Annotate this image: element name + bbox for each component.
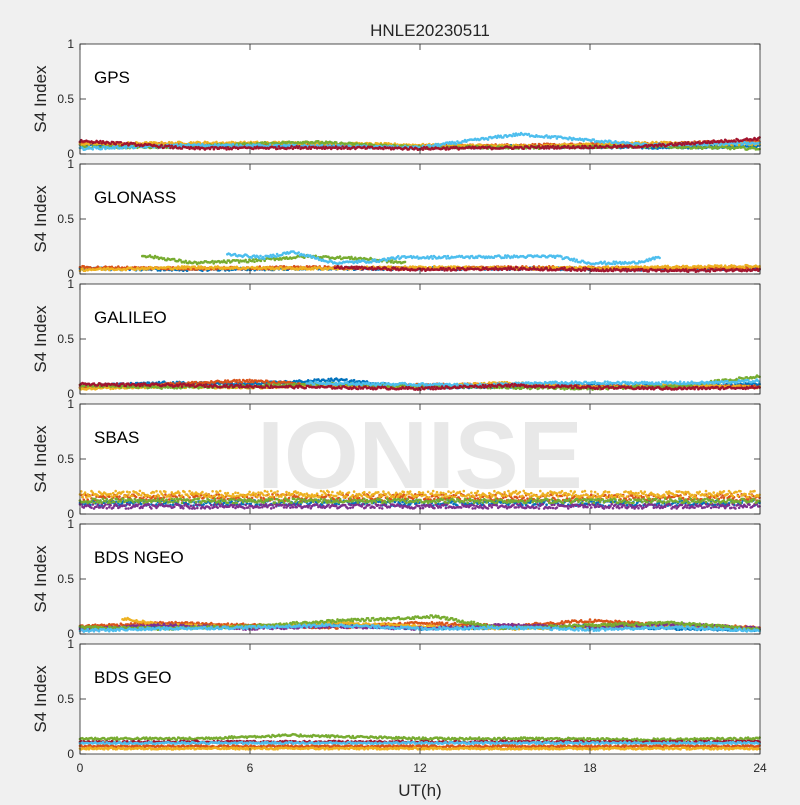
- data-point: [556, 147, 559, 150]
- data-point: [528, 133, 531, 136]
- data-point: [211, 146, 214, 149]
- data-point: [734, 140, 737, 143]
- data-point: [211, 260, 214, 263]
- data-point: [616, 265, 619, 268]
- data-point: [335, 141, 338, 144]
- data-point: [338, 144, 341, 147]
- y-tick-label: 1: [67, 37, 74, 51]
- data-point: [345, 145, 348, 148]
- data-point: [335, 145, 338, 148]
- data-point: [298, 145, 301, 148]
- data-point: [308, 265, 311, 268]
- axes-background: [80, 44, 760, 154]
- data-point: [580, 147, 583, 150]
- data-point: [253, 260, 256, 263]
- data-point: [99, 140, 102, 143]
- data-point: [232, 143, 235, 146]
- data-point: [455, 143, 458, 146]
- data-point: [554, 135, 557, 138]
- data-point: [667, 265, 670, 268]
- data-point: [179, 143, 182, 146]
- data-point: [593, 138, 596, 141]
- data-point: [758, 265, 761, 268]
- chart-title: HNLE20230511: [370, 21, 490, 40]
- data-point: [265, 268, 268, 271]
- data-point: [529, 147, 532, 150]
- data-point: [547, 145, 550, 148]
- data-point: [582, 147, 585, 150]
- data-point: [225, 262, 228, 265]
- data-point: [567, 145, 570, 148]
- data-point: [120, 141, 123, 144]
- panel-label: GPS: [94, 68, 130, 87]
- data-point: [664, 265, 667, 268]
- data-point: [422, 148, 425, 151]
- data-point: [126, 142, 129, 145]
- data-point: [290, 145, 293, 148]
- data-point: [758, 142, 761, 145]
- data-point: [545, 147, 548, 150]
- data-point: [260, 260, 263, 263]
- data-point: [160, 144, 163, 147]
- data-point: [269, 143, 272, 146]
- data-point: [276, 147, 279, 150]
- data-point: [743, 267, 746, 270]
- data-point: [511, 135, 514, 138]
- data-point: [552, 145, 555, 148]
- y-axis-label: S4 Index: [31, 65, 50, 133]
- data-point: [758, 136, 761, 139]
- data-point: [247, 261, 250, 264]
- data-point: [683, 143, 686, 146]
- data-point: [103, 145, 106, 148]
- y-tick-label: 0.5: [57, 92, 74, 106]
- data-point: [720, 264, 723, 267]
- data-point: [168, 144, 171, 147]
- data-point: [580, 266, 583, 269]
- data-point: [134, 142, 137, 145]
- data-point: [711, 142, 714, 145]
- data-point: [522, 147, 525, 150]
- data-point: [340, 148, 343, 151]
- data-point: [723, 141, 726, 144]
- data-point: [487, 138, 490, 141]
- data-point: [92, 148, 95, 151]
- data-point: [244, 259, 247, 262]
- data-point: [171, 145, 174, 148]
- data-point: [581, 145, 584, 148]
